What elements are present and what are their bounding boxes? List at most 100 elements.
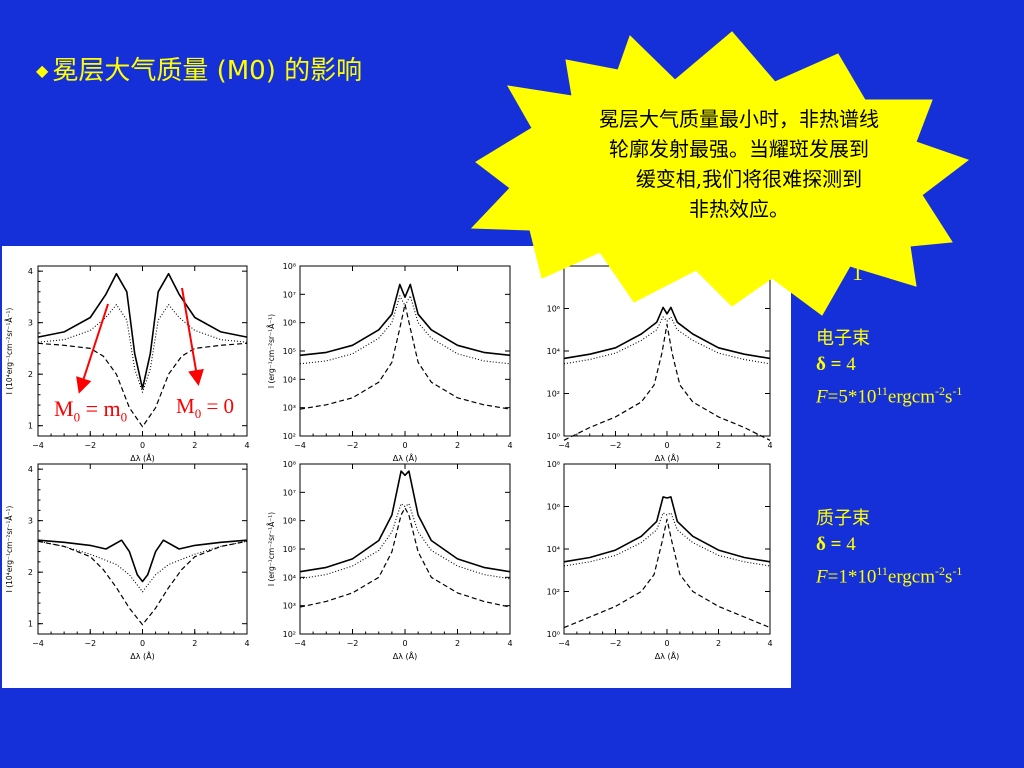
y-tick-label: 10⁵ (283, 545, 296, 554)
flux-exp: 11 (876, 564, 888, 578)
diamond-bullet-icon: ◆ (36, 61, 49, 80)
side-group-delta: δ = 4 (816, 352, 962, 378)
series-line-solid (563, 306, 771, 360)
y-tick-label: 10² (547, 588, 560, 597)
x-tick-label: −2 (347, 441, 359, 450)
x-tick-label: −4 (558, 441, 570, 450)
y-tick-label: 10² (283, 630, 296, 639)
x-tick-label: 2 (455, 441, 460, 450)
x-tick-label: −2 (347, 639, 359, 648)
series-line-dashed (299, 303, 511, 410)
annotation-m0-equals-zero: M0 = 0 (176, 394, 234, 422)
callout-line-4: 非热效应。 (689, 197, 789, 221)
x-tick-label: 0 (402, 441, 407, 450)
x-tick-label: −4 (294, 639, 306, 648)
series-line-dashed (37, 540, 248, 626)
y-tick-label: 10⁷ (283, 488, 296, 497)
y-tick-label: 1 (28, 620, 33, 629)
flux-unit-exp: -2 (935, 384, 946, 398)
x-tick-label: 2 (716, 639, 721, 648)
flux-value: =5*10 (827, 386, 877, 408)
annotation-arrow-left (76, 303, 109, 394)
series-line-dotted (563, 512, 771, 567)
series-line-dotted (37, 540, 248, 593)
x-axis-label: Δλ (Å) (393, 452, 417, 463)
x-tick-label: 4 (767, 441, 772, 450)
y-tick-label: 10⁰ (547, 432, 560, 441)
y-tick-label: 1 (28, 422, 33, 431)
y-tick-label: 10⁴ (547, 347, 560, 356)
y-tick-label: 10⁶ (547, 305, 560, 314)
delta-label: δ = (816, 354, 842, 375)
series-line-dashed (299, 507, 511, 608)
y-tick-label: 10⁵ (283, 347, 296, 356)
x-tick-label: 0 (140, 639, 145, 648)
flux-unit-s-exp: -1 (952, 564, 963, 578)
series-line-dashed (563, 323, 771, 441)
y-tick-label: 10⁴ (283, 573, 296, 582)
x-tick-label: −4 (32, 639, 44, 648)
slide-title: ◆ 冕层大气质量 (M0) 的影响 (36, 50, 362, 87)
annotation-left-sub2: 0 (120, 409, 128, 425)
y-tick-label: 10² (547, 390, 560, 399)
y-axis-label: I (erg⁻¹cm⁻²sr⁻¹Å⁻¹) (267, 314, 276, 388)
x-axis-label: Δλ (Å) (655, 650, 679, 661)
hidden-fragment: 1 (852, 260, 863, 285)
y-tick-label: 3 (28, 319, 33, 328)
plot-frame (563, 463, 771, 635)
side-group-delta: δ = 4 (816, 532, 962, 558)
series-line-solid (37, 539, 248, 583)
annotation-m0-equals-m0: M0 = m0 (54, 396, 127, 425)
plots-svg: −4 −2 0 2 4 1 2 3 4 Δλ (Å) I (10⁴erg⁻¹cm⁻²sr⁻¹Å⁻¹)… (5, 262, 773, 661)
x-axis-label: Δλ (Å) (130, 452, 154, 463)
flux-unit: ergcm (887, 566, 936, 588)
plot-frame (299, 463, 511, 635)
side-group-proton: 质子束 δ = 4 F=1*1011ergcm-2s-1 (816, 506, 962, 590)
flux-exp: 11 (876, 384, 888, 398)
x-tick-label: 2 (716, 441, 721, 450)
figure-panel: −4 −2 0 2 4 1 2 3 4 Δλ (Å) I (10⁴erg⁻¹cm⁻²sr⁻¹Å⁻¹)… (2, 246, 791, 688)
annotation-right-sub: 0 (194, 406, 202, 422)
x-axis-label: Δλ (Å) (130, 650, 154, 661)
x-tick-label: −2 (610, 441, 622, 450)
y-tick-label: 10⁸ (283, 262, 296, 271)
y-tick-label: 10⁶ (547, 503, 560, 512)
y-tick-label: 10² (283, 432, 296, 441)
x-tick-label: −4 (558, 639, 570, 648)
x-tick-label: 4 (244, 441, 249, 450)
y-tick-label: 10⁶ (283, 517, 296, 526)
flux-unit-s: s (945, 566, 953, 588)
x-tick-label: 4 (767, 639, 772, 648)
x-tick-label: 4 (244, 639, 249, 648)
x-tick-label: 4 (507, 639, 512, 648)
y-tick-label: 4 (28, 465, 33, 474)
side-group-flux: F=5*1011ergcm-2s-1 (816, 378, 962, 410)
y-axis-label: I (10⁴erg⁻¹cm⁻²sr⁻¹Å⁻¹) (5, 308, 14, 395)
flux-symbol: F (816, 566, 828, 588)
series-line-solid (563, 496, 771, 563)
x-axis-label: Δλ (Å) (655, 452, 679, 463)
callout-text: 冕层大气质量最小时，非热谱线 轮廓发射最强。当耀斑发展到 缓变相,我们将很难探测… (534, 104, 944, 224)
starburst-shape (470, 31, 970, 316)
flux-unit-s: s (945, 386, 953, 408)
y-tick-label: 2 (28, 568, 33, 577)
delta-label: δ = (816, 534, 842, 555)
x-tick-label: 0 (140, 441, 145, 450)
series-line-dotted (299, 503, 511, 580)
annotation-right-base: M (176, 394, 195, 418)
flux-value: =1*10 (827, 566, 877, 588)
slide-title-text: 冕层大气质量 (M0) 的影响 (52, 56, 363, 86)
series-line-dashed (563, 518, 771, 629)
y-tick-label: 10⁰ (547, 630, 560, 639)
x-tick-label: 2 (192, 639, 197, 648)
x-tick-label: −4 (32, 441, 44, 450)
series-line-dotted (563, 316, 771, 365)
delta-value: 4 (846, 534, 856, 555)
flux-unit: ergcm (887, 386, 936, 408)
y-tick-label: 10³ (283, 602, 296, 611)
flux-symbol: F (816, 386, 828, 408)
annotation-left-base: M (54, 396, 74, 421)
side-group-title: 电子束 (816, 328, 870, 349)
series-line-dotted (37, 304, 248, 393)
x-tick-label: −4 (294, 441, 306, 450)
